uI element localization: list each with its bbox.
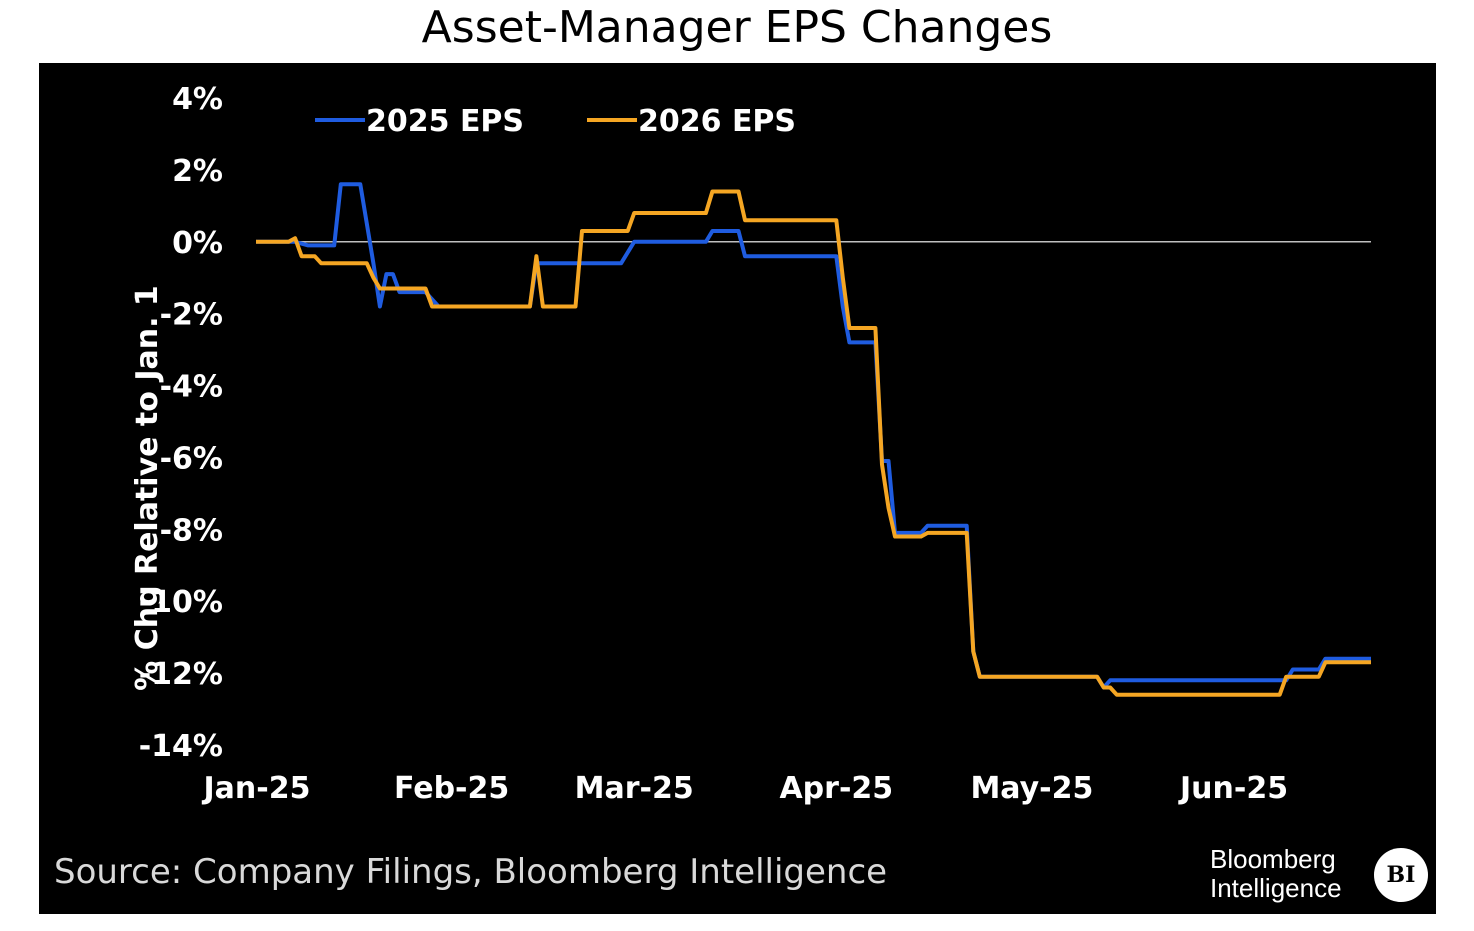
x-tick-label: Apr-25 — [779, 771, 893, 806]
x-tick-label: Jan-25 — [202, 771, 311, 806]
y-tick-label: -14% — [139, 729, 223, 764]
bi-badge-icon: BI — [1374, 848, 1428, 902]
series-lines — [256, 182, 1371, 697]
y-tick-label: -2% — [160, 298, 223, 333]
x-tick-label: May-25 — [970, 771, 1093, 806]
y-tick-label: 0% — [172, 226, 223, 261]
bloomberg-intelligence-logo: Bloomberg Intelligence — [1210, 845, 1342, 903]
y-tick-label: -10% — [139, 585, 223, 620]
legend: 2025 EPS 2026 EPS — [315, 104, 796, 139]
y-tick-label: -8% — [160, 513, 223, 548]
y-tick-label: -6% — [160, 441, 223, 476]
legend-label: 2025 EPS — [366, 104, 524, 139]
series-line-2026-eps — [256, 189, 1371, 697]
y-tick-label: 4% — [172, 82, 223, 117]
y-tick-label: -4% — [160, 370, 223, 405]
source-note: Source: Company Filings, Bloomberg Intel… — [54, 852, 888, 892]
chart-title: Asset-Manager EPS Changes — [421, 2, 1053, 53]
y-tick-labels: 4% 2% 0% -2% -4% -6% -8% -10% -12% -14% — [139, 82, 223, 764]
logo-line-1: Bloomberg — [1210, 844, 1336, 874]
x-tick-label: Mar-25 — [575, 771, 694, 806]
x-tick-labels: Jan-25 Feb-25 Mar-25 Apr-25 May-25 Jun-25 — [202, 771, 1289, 806]
line-chart: 4% 2% 0% -2% -4% -6% -8% -10% -12% -14% Jan-25 Feb… — [130, 82, 1371, 806]
logo-line-2: Intelligence — [1210, 873, 1342, 903]
y-tick-label: -12% — [139, 657, 223, 692]
chart-panel: 4% 2% 0% -2% -4% -6% -8% -10% -12% -14% Jan-25 Feb… — [39, 63, 1436, 914]
x-tick-label: Jun-25 — [1178, 771, 1288, 806]
y-axis-label: % Chg Relative to Jan. 1 — [130, 285, 165, 691]
y-tick-label: 2% — [172, 154, 223, 189]
x-tick-label: Feb-25 — [394, 771, 509, 806]
series-line-2025-eps — [256, 182, 1371, 690]
legend-label: 2026 EPS — [638, 104, 796, 139]
